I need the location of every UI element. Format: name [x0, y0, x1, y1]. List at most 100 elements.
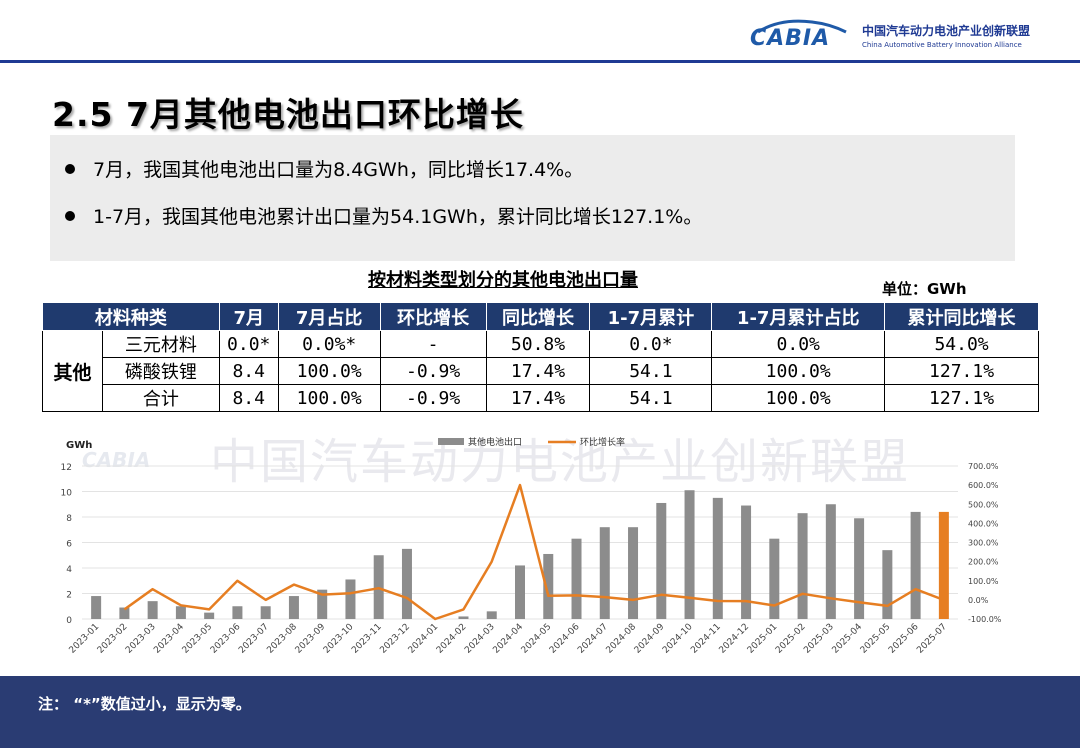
watermark: 中国汽车动力电池产业创新联盟 — [210, 434, 911, 490]
table-header-row: 材料种类 7月 7月占比 环比增长 同比增长 1-7月累计 1-7月累计占比 累… — [42, 302, 1039, 331]
group-label: 其他 — [42, 330, 103, 412]
bar — [515, 565, 525, 619]
unit-label: 单位：GWh — [882, 280, 967, 298]
y-right-tick-label: 700.0% — [968, 462, 999, 471]
table-cell: 54.0% — [884, 330, 1039, 358]
bar — [656, 502, 667, 619]
bar — [147, 601, 158, 619]
car-silhouette-icon — [757, 19, 847, 34]
header-divider — [0, 60, 1080, 63]
bar — [345, 579, 356, 619]
table-cell: 17.4% — [485, 384, 591, 412]
table-cell: - — [379, 330, 487, 358]
table-cell: 17.4% — [485, 357, 591, 385]
table-row: 其他 三元材料 0.0* 0.0%* - 50.8% 0.0* 0.0% 54.… — [42, 330, 1039, 412]
footer-bar: 注： “*”数值过小，显示为零。 — [0, 676, 1080, 748]
x-tick-label: 2024-01 — [407, 622, 441, 656]
table-cell: 8.4 — [218, 357, 279, 385]
bar — [317, 589, 328, 619]
bar — [825, 504, 836, 619]
logo-text: CABIA — [749, 26, 831, 51]
x-tick-label: 2023-04 — [152, 622, 186, 656]
table-cell: 54.1 — [589, 384, 713, 412]
table-cell: 127.1% — [884, 384, 1039, 412]
x-tick-label: 2024-12 — [718, 622, 752, 656]
y-left-tick-label: 8 — [66, 514, 72, 524]
table-cell: 0.0* — [589, 330, 713, 358]
export-combo-chart: 0 2 4 6 8 10 12 -100.0% 0.0% 100.0% 200.0% 300.0% 40… — [61, 436, 1002, 656]
x-tick-label: 2023-03 — [124, 622, 158, 656]
table-cell: 8.4 — [218, 384, 279, 412]
export-table: 材料种类 7月 7月占比 环比增长 同比增长 1-7月累计 1-7月累计占比 累… — [42, 302, 1039, 412]
legend-label: 环比增长率 — [580, 436, 625, 448]
table-cell: 磷酸铁锂 — [101, 357, 220, 385]
table-cell: 127.1% — [884, 357, 1039, 385]
footer-note: 注： “*”数值过小，显示为零。 — [38, 695, 251, 713]
bar — [288, 596, 299, 619]
org-name-en: China Automotive Battery Innovation Alli… — [861, 40, 1022, 49]
summary-bullet: 7月，我国其他电池出口量为8.4GWh，同比增长17.4%。 — [65, 155, 583, 182]
bullet-dot-icon — [65, 210, 75, 221]
x-tick-label: 2025-03 — [802, 622, 836, 656]
y-left-tick-label: 6 — [66, 540, 72, 550]
table-cell: 100.0% — [711, 357, 886, 385]
bar — [854, 518, 865, 619]
bar — [938, 511, 949, 619]
table-cell: -0.9% — [379, 357, 487, 385]
y-left-tick-label: 4 — [66, 565, 72, 575]
x-tick-label: 2024-02 — [435, 622, 469, 656]
table-cell: 100.0% — [277, 384, 381, 412]
x-tick-label: 2023-10 — [322, 622, 356, 656]
bar — [204, 612, 215, 619]
table-cell: 三元材料 — [101, 330, 220, 358]
org-name-cn: 中国汽车动力电池产业创新联盟 — [861, 23, 1030, 38]
table-header-cell: 同比增长 — [485, 302, 591, 331]
table-cell: -0.9% — [379, 384, 487, 412]
y-right-tick-label: 300.0% — [968, 539, 999, 548]
summary-text: 1-7月，我国其他电池累计出口量为54.1GWh，累计同比增长127.1%。 — [93, 206, 703, 228]
table-cell: 0.0% — [711, 330, 886, 358]
table-cell: 合计 — [101, 384, 220, 412]
table-header-cell: 材料种类 — [42, 302, 220, 331]
table-row: 合计 8.4 100.0% -0.9% 17.4% 54.1 100.0% 12… — [43, 384, 1039, 412]
table-cell: 54.1 — [589, 357, 713, 385]
x-tick-label: 2023-05 — [181, 622, 215, 656]
x-tick-label: 2023-11 — [350, 622, 384, 656]
bar — [401, 548, 412, 619]
y-right-tick-label: -100.0% — [968, 615, 1002, 624]
x-tick-label: 2025-04 — [831, 622, 865, 656]
x-tick-label: 2024-10 — [661, 622, 695, 656]
y-right-tick-label: 400.0% — [968, 519, 999, 528]
x-tick-label: 2025-07 — [915, 622, 949, 656]
table-cell: 50.8% — [485, 330, 591, 358]
bar — [119, 607, 130, 619]
legend-label: 其他电池出口 — [468, 436, 522, 448]
table-cell: 0.0* — [218, 330, 279, 358]
x-tick-label: 2023-12 — [378, 622, 412, 656]
y-left-axis-label: GWh — [66, 440, 92, 451]
x-tick-label: 2024-04 — [491, 622, 525, 656]
x-tick-label: 2023-06 — [209, 622, 243, 656]
bar — [260, 606, 271, 619]
table-cell: 0.0%* — [277, 330, 381, 358]
bar — [91, 596, 102, 619]
y-left-tick-label: 0 — [66, 616, 72, 626]
bar — [232, 606, 243, 619]
x-tick-label: 2024-05 — [520, 622, 554, 656]
y-left-tick-label: 10 — [61, 489, 73, 499]
table-header-cell: 7月占比 — [277, 302, 381, 331]
x-tick-label: 2025-06 — [887, 622, 921, 656]
bar — [175, 606, 186, 619]
table-header-cell: 环比增长 — [379, 302, 487, 331]
x-tick-label: 2023-02 — [96, 622, 130, 656]
table-header-cell: 1-7月累计占比 — [711, 302, 886, 331]
y-left-tick-label: 12 — [61, 463, 72, 473]
table-header-cell: 7月 — [218, 302, 279, 331]
bar — [628, 527, 639, 619]
y-right-tick-label: 100.0% — [968, 577, 999, 586]
cabia-logo-mark: CABIA — [750, 18, 850, 52]
x-tick-label: 2024-09 — [633, 622, 667, 656]
y-right-tick-label: 0.0% — [968, 596, 989, 605]
y-right-tick-label: 200.0% — [968, 558, 999, 567]
x-tick-label: 2024-03 — [463, 622, 497, 656]
